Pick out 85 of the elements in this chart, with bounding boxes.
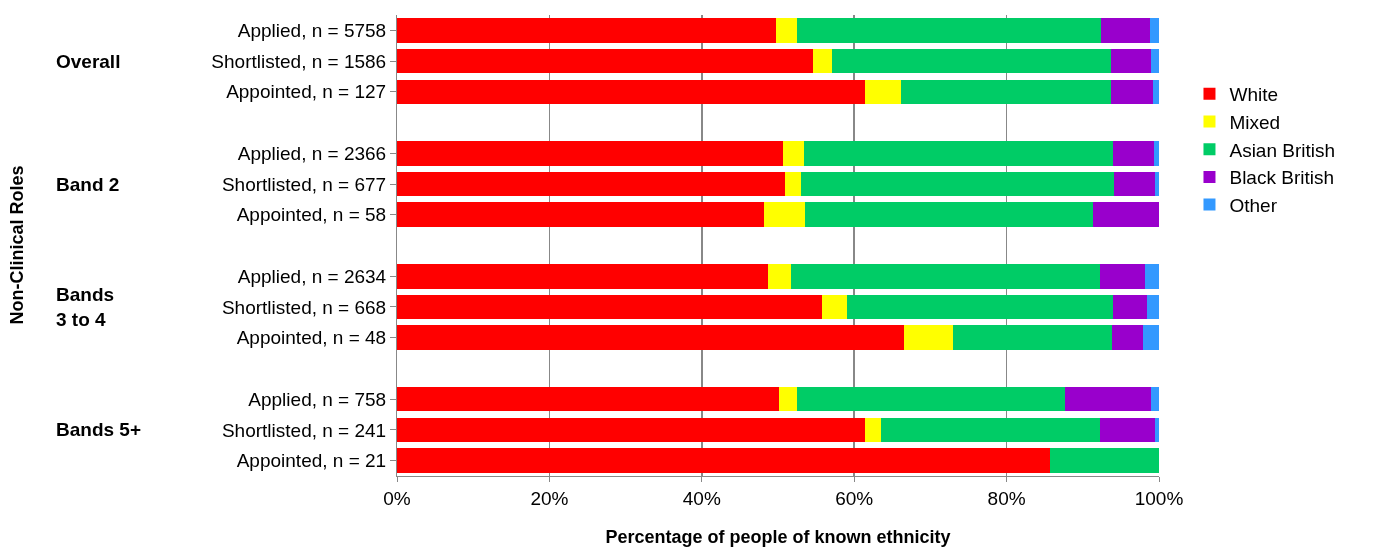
bar: [804, 202, 1094, 228]
bar: [1064, 386, 1152, 412]
bar: [397, 294, 823, 320]
y-tick-label: Appointed, n = 48: [236, 327, 387, 349]
bar: [864, 417, 881, 443]
y-tick-label: Appointed, n = 21: [236, 450, 387, 472]
bar: [864, 79, 901, 105]
bar: [846, 294, 1113, 320]
bar: [1151, 386, 1159, 412]
bar: [397, 263, 769, 289]
bar: [397, 141, 784, 166]
bar: [397, 325, 905, 350]
bar: [1153, 141, 1159, 166]
bar: [797, 386, 1065, 412]
bar: [813, 48, 833, 74]
bar: [1143, 325, 1159, 350]
x-tick-label: 60%: [835, 487, 874, 509]
text: Bands 3 to 4: [56, 284, 115, 330]
bar: [797, 18, 1102, 43]
legend-label: Asian British: [1229, 139, 1336, 161]
bar: [764, 202, 805, 228]
bar: [1149, 18, 1159, 43]
text: Non-Clinical Roles: [6, 165, 27, 325]
bar: [1113, 141, 1154, 166]
bar: [1050, 448, 1159, 473]
bar: [397, 386, 779, 412]
y-tick-label: Applied, n = 758: [248, 388, 387, 410]
bar: [1152, 79, 1159, 105]
bar: [803, 141, 1114, 166]
y-tick-label: Applied, n = 5758: [237, 20, 387, 42]
y-tick-label: Shortlisted, n = 668: [221, 296, 387, 318]
legend-label: Other: [1229, 194, 1278, 216]
bar: [1110, 48, 1152, 74]
bar: [1111, 325, 1143, 350]
x-tick-label: 100%: [1134, 487, 1184, 509]
bar: [397, 417, 865, 443]
x-tick-label: 0%: [383, 487, 411, 509]
bar: [952, 325, 1112, 350]
bar: [1151, 48, 1159, 74]
y-tick-label: Appointed, n = 58: [236, 204, 387, 226]
legend-label: White: [1229, 84, 1279, 106]
bar: [775, 18, 798, 43]
bar: [397, 79, 865, 105]
y-tick-label: Applied, n = 2366: [237, 142, 387, 164]
bar: [1100, 263, 1146, 289]
bar: [832, 48, 1111, 74]
bar: [1146, 294, 1159, 320]
bar: [397, 48, 814, 74]
bar: [1112, 294, 1147, 320]
bar: [1101, 18, 1150, 43]
bar: [397, 171, 785, 197]
bar: [1093, 202, 1159, 228]
bar: [778, 386, 798, 412]
bar: [784, 171, 801, 197]
legend-label: Black British: [1229, 167, 1335, 189]
bar: [397, 18, 776, 43]
bar: [397, 448, 1051, 473]
bar: [790, 263, 1101, 289]
text: Band 2: [56, 174, 120, 195]
bar: [1155, 171, 1159, 197]
bar: [1114, 171, 1156, 197]
x-axis-title: Percentage of people of known ethnicity: [605, 526, 951, 547]
y-tick-label: Applied, n = 2634: [237, 265, 387, 287]
text: Bands 5+: [56, 419, 142, 440]
bar: [768, 263, 791, 289]
bar: [1110, 79, 1153, 105]
bar: [397, 202, 765, 228]
text: Overall: [56, 51, 121, 72]
bar: [1099, 417, 1156, 443]
x-tick-label: 80%: [987, 487, 1026, 509]
y-tick-label: Shortlisted, n = 1586: [211, 50, 387, 72]
x-tick-label: 20%: [530, 487, 569, 509]
bar: [1145, 263, 1159, 289]
y-tick-label: Shortlisted, n = 677: [221, 173, 387, 195]
bar: [822, 294, 847, 320]
bar: [783, 141, 804, 166]
y-tick-label: Shortlisted, n = 241: [221, 419, 387, 441]
bar: [880, 417, 1100, 443]
bar: [1155, 417, 1159, 443]
bar: [904, 325, 953, 350]
bar: [900, 79, 1111, 105]
y-tick-label: Appointed, n = 127: [226, 81, 387, 103]
x-tick-label: 40%: [682, 487, 721, 509]
legend-label: Mixed: [1229, 111, 1281, 133]
bar: [800, 171, 1115, 197]
